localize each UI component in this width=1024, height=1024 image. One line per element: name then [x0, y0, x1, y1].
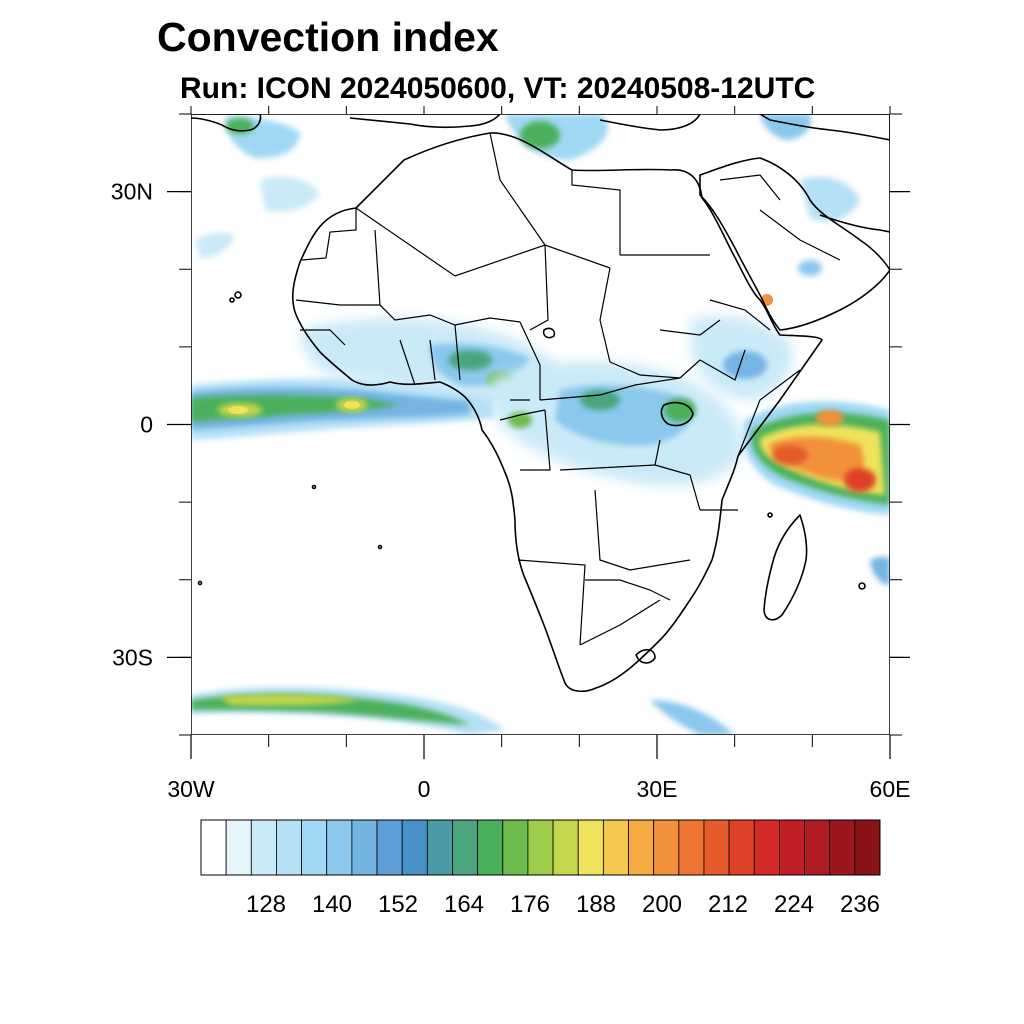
colorbar-swatch — [703, 819, 730, 876]
colorbar-label: 212 — [708, 891, 748, 918]
x-tick-label: 60E — [870, 776, 911, 802]
colorbar-swatch — [452, 819, 479, 876]
colorbar-swatch — [628, 819, 655, 876]
colorbar-swatch — [527, 819, 554, 876]
colorbar-label: 188 — [576, 891, 616, 918]
map-axes: 30W 0 30E 60E 30N 0 30S — [111, 106, 911, 802]
map-plot-area — [191, 114, 890, 735]
colorbar-swatch — [728, 819, 755, 876]
colorbar-swatch — [678, 819, 705, 876]
colorbar-swatch — [602, 819, 629, 876]
colorbar-swatch — [502, 819, 529, 876]
colorbar-swatch — [401, 819, 428, 876]
colorbar-swatch — [854, 819, 881, 876]
colorbar-swatch — [552, 819, 579, 876]
colorbar-swatch — [376, 819, 403, 876]
colorbar-swatch — [301, 819, 328, 876]
y-tick-label: 30S — [112, 644, 153, 670]
colorbar-swatch — [577, 819, 604, 876]
y-tick-label: 30N — [111, 179, 153, 205]
colorbar-swatch — [225, 819, 252, 876]
colorbar-label: 236 — [840, 891, 880, 918]
colorbar-label: 176 — [510, 891, 550, 918]
y-tick-label: 0 — [140, 412, 153, 438]
colorbar-swatch — [276, 819, 302, 876]
colorbar-swatch — [426, 819, 453, 876]
colorbar-swatch — [200, 819, 227, 876]
colorbar-label: 164 — [444, 891, 484, 918]
convection-field — [191, 114, 890, 735]
colorbar-swatch — [351, 819, 378, 876]
x-tick-label: 30W — [167, 776, 215, 802]
colorbar-label: 140 — [312, 891, 352, 918]
colorbar-swatch — [653, 819, 680, 876]
colorbar-swatch — [779, 819, 805, 876]
coastlines — [191, 114, 890, 693]
chart-title: Convection index — [157, 14, 499, 60]
x-tick-label: 30E — [637, 776, 678, 802]
x-tick-label: 0 — [418, 776, 431, 802]
colorbar-swatch — [804, 819, 831, 876]
colorbar-swatch — [829, 819, 856, 876]
colorbar-outline — [200, 819, 881, 876]
colorbar-swatch — [477, 819, 504, 876]
colorbar-label: 224 — [774, 891, 814, 918]
colorbar-label: 128 — [246, 891, 286, 918]
colorbar-swatch — [326, 819, 353, 876]
chart-subtitle: Run: ICON 2024050600, VT: 20240508-12UTC — [180, 72, 816, 105]
country-borders — [295, 132, 841, 646]
colorbar-label: 152 — [378, 891, 418, 918]
colorbar-swatch — [753, 819, 780, 876]
colorbar-swatch — [250, 819, 277, 876]
colorbar: 128 140 152 164 176 188 200 212 224 236 — [200, 819, 881, 918]
colorbar-label: 200 — [642, 891, 682, 918]
